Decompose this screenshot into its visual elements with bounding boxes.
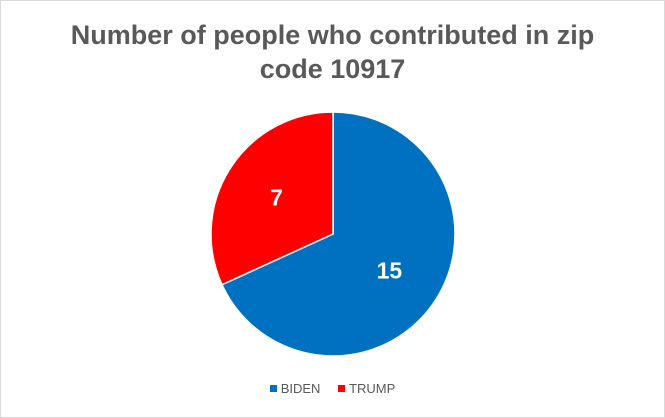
legend-label-trump: TRUMP [349, 381, 396, 396]
legend-item-biden: BIDEN [269, 381, 321, 396]
legend-swatch-trump [338, 385, 346, 392]
pie-slice-biden [221, 111, 456, 357]
legend: BIDEN TRUMP [1, 381, 664, 396]
pie-slice-trump [210, 111, 334, 286]
legend-label-biden: BIDEN [280, 381, 321, 396]
data-label-biden: 15 [377, 257, 403, 283]
chart-title: Number of people who contributed in zip … [1, 18, 664, 86]
legend-swatch-biden [269, 385, 277, 392]
data-label-trump: 7 [270, 185, 283, 211]
chart-title-line-2: code 10917 [259, 54, 406, 84]
chart-title-line-1: Number of people who contributed in zip [70, 20, 595, 50]
legend-item-trump: TRUMP [338, 381, 395, 396]
